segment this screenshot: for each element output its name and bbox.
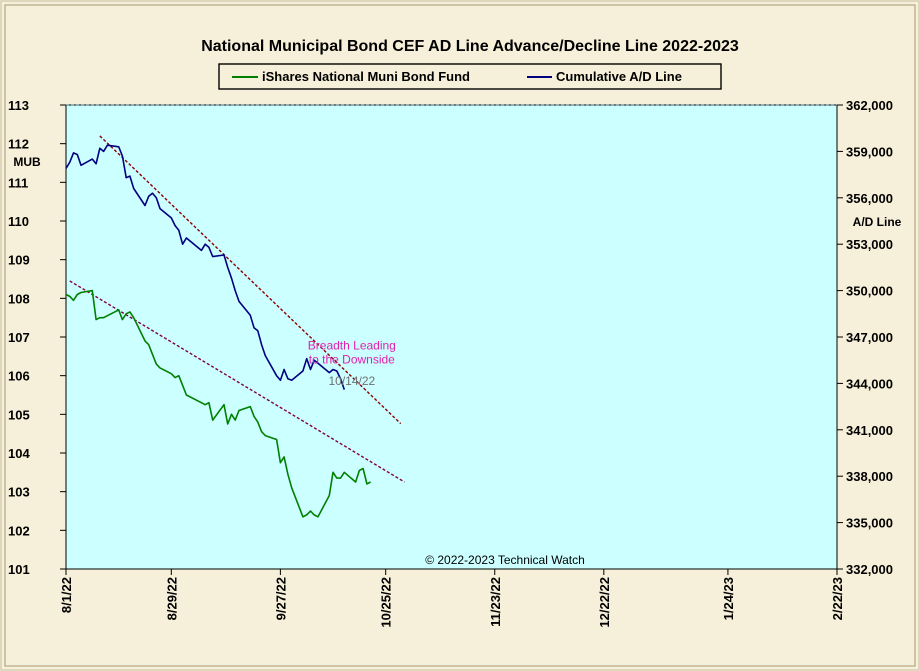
y-left-tick-label: 101 bbox=[8, 562, 30, 577]
annotation-1-line-1: Breadth Leading bbox=[308, 338, 396, 352]
y-right-tick-label: 353,000 bbox=[846, 237, 893, 252]
y-left-tick-label: 107 bbox=[8, 330, 30, 345]
x-tick-label: 11/23/22 bbox=[488, 577, 503, 627]
legend-label-ad-line: Cumulative A/D Line bbox=[556, 69, 682, 84]
y-left-tick-label: 106 bbox=[8, 369, 30, 384]
x-tick-label: 9/27/22 bbox=[273, 577, 288, 620]
y-left-tick-label: 109 bbox=[8, 253, 30, 268]
y-right-tick-label: 350,000 bbox=[846, 284, 893, 299]
series-line-ad bbox=[65, 144, 346, 390]
y-right-tick-label: 335,000 bbox=[846, 516, 893, 531]
legend-box bbox=[218, 63, 722, 90]
y-left-tick-label: 108 bbox=[8, 291, 30, 306]
y-right-tick-label: 344,000 bbox=[846, 376, 893, 391]
y-left-tick-label: 113 bbox=[8, 98, 29, 113]
y-left-ticks: 101 102 103 104 105 106 107 108 109 110 111 112 113 bbox=[8, 98, 66, 577]
x-tick-label: 8/1/22 bbox=[59, 577, 74, 613]
series-lines bbox=[65, 144, 371, 518]
y-right-tick-label: 356,000 bbox=[846, 191, 893, 206]
y-right-tick-label: 338,000 bbox=[846, 469, 893, 484]
y-left-tick-label: 110 bbox=[8, 214, 29, 229]
y-left-axis-label: MUB bbox=[13, 155, 41, 169]
y-left-tick-label: 111 bbox=[8, 175, 28, 190]
y-right-axis-label: A/D Line bbox=[853, 215, 902, 229]
y-left-tick-label: 103 bbox=[8, 485, 30, 500]
copyright-footer: © 2022-2023 Technical Watch bbox=[425, 553, 585, 567]
y-right-tick-label: 359,000 bbox=[846, 144, 893, 159]
y-right-tick-label: 347,000 bbox=[846, 330, 893, 345]
legend-label-muni: iShares National Muni Bond Fund bbox=[262, 69, 470, 84]
x-tick-label: 12/22/22 bbox=[597, 577, 612, 628]
y-right-tick-label: 332,000 bbox=[846, 562, 893, 577]
x-tick-label: 2/22/23 bbox=[830, 577, 845, 620]
y-left-tick-label: 105 bbox=[8, 407, 30, 422]
annotation-2-line-1: 10/14/22 bbox=[328, 374, 375, 388]
chart-title: National Municipal Bond CEF AD Line Adva… bbox=[201, 38, 739, 55]
series-line-muni bbox=[65, 289, 371, 518]
plot-area bbox=[65, 104, 838, 570]
y-left-tick-label: 104 bbox=[8, 446, 30, 461]
x-tick-label: 1/24/23 bbox=[721, 577, 736, 620]
y-right-tick-label: 362,000 bbox=[846, 98, 893, 113]
y-right-ticks: 332,000 335,000 338,000 341,000 344,000 347,0… bbox=[837, 98, 893, 577]
y-right-tick-label: 341,000 bbox=[846, 423, 893, 438]
y-left-tick-label: 102 bbox=[8, 523, 30, 538]
legend: iShares National Muni Bond Fund Cumulati… bbox=[218, 63, 722, 90]
trend-line-1 bbox=[99, 135, 402, 425]
x-tick-label: 10/25/22 bbox=[379, 577, 394, 628]
chart-frame bbox=[4, 4, 916, 667]
y-left-tick-label: 112 bbox=[8, 137, 29, 152]
x-ticks: 8/1/22 8/29/22 9/27/22 10/25/22 11/23/22 12/2… bbox=[59, 569, 845, 628]
x-tick-label: 8/29/22 bbox=[164, 577, 179, 620]
annotation-1-line-2: to the Downside bbox=[309, 352, 395, 366]
